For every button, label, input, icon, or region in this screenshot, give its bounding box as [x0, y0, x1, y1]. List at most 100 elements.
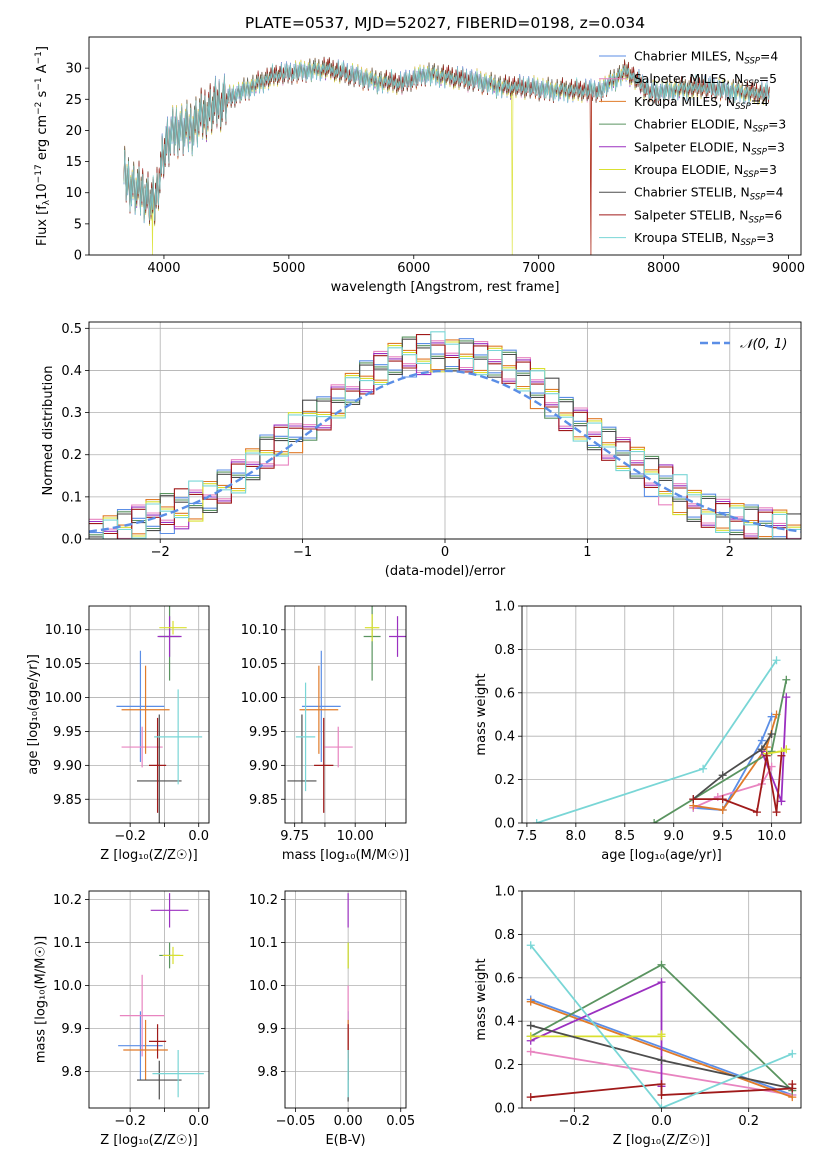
weight-marker-chabrier-elodie	[657, 960, 666, 969]
y-tick-label: 1.0	[494, 885, 515, 900]
age-vs-Z-frame	[88, 605, 210, 824]
age-vs-mass-points	[287, 606, 406, 823]
y-tick-label: 9.9	[61, 1022, 82, 1037]
weight-marker-salpeter-stelib	[718, 795, 727, 804]
residual-histograms	[89, 331, 801, 539]
y-tick-label: 10.1	[249, 936, 278, 951]
weight-marker-salpeter-stelib	[657, 1090, 666, 1099]
y-tick-label: 10.05	[45, 657, 82, 672]
y-tick-label: 10.0	[53, 979, 82, 994]
y-axis-label: age [log₁₀(age/yr)]	[26, 654, 41, 775]
weight-vs-age-frame	[521, 605, 802, 824]
x-tick-label: 9000	[772, 261, 805, 276]
x-axis-label: Z [log₁₀(Z/Z☉)]	[100, 848, 197, 863]
x-tick-label: −0.2	[559, 1114, 591, 1129]
weight-marker-kroupa-stelib	[532, 819, 541, 823]
y-tick-label: 10.2	[249, 893, 278, 908]
weight-vs-Z-frame	[521, 890, 802, 1109]
spectrum-series-salpeter-stelib	[123, 56, 770, 255]
weight-marker-kroupa-miles	[526, 997, 535, 1006]
y-tick-label: 15	[65, 155, 82, 170]
x-tick-label: 1	[583, 545, 591, 560]
x-axis-label: Z [log₁₀(Z/Z☉)]	[100, 1133, 197, 1148]
legend-sub: SSP	[751, 147, 767, 157]
y-axis-label: Normed distribution	[41, 366, 56, 496]
weight-marker-salpeter-stelib	[777, 751, 786, 760]
y-tick-label: 9.8	[61, 1065, 82, 1080]
x-tick-label: 0	[441, 545, 449, 560]
x-tick-label: −0.2	[114, 829, 146, 844]
spectrum-series-kroupa-elodie	[123, 59, 770, 255]
weight-marker-salpeter-stelib	[772, 808, 781, 817]
legend-sub: SSP	[743, 79, 759, 89]
weight-marker-chabrier-stelib	[526, 1021, 535, 1030]
x-tick-label: 6000	[397, 261, 430, 276]
x-tick-label: 2	[726, 545, 734, 560]
legend-entry-salpeter-stelib: Salpeter STELIB, NSSP=6	[634, 208, 782, 225]
weight-vs-Z-lines	[526, 941, 797, 1108]
x-tick-label: 8.0	[565, 829, 586, 844]
y-axis-label-part: Flux [f	[35, 205, 50, 246]
y-tick-label: 25	[65, 93, 82, 108]
x-tick-label: 0.0	[651, 1114, 672, 1129]
legend-entry-salpeter-elodie: Salpeter ELODIE, NSSP=3	[634, 140, 785, 157]
legend-entry-kroupa-stelib: Kroupa STELIB, NSSP=3	[634, 231, 774, 248]
y-tick-label: 10.00	[45, 691, 82, 706]
weight-marker-kroupa-stelib	[772, 656, 781, 665]
y-tick-label: 0	[74, 249, 82, 264]
weight-marker-salpeter-miles	[526, 1047, 535, 1056]
mass-vs-ebv-frame	[284, 890, 407, 1109]
y-tick-label: 0.4	[494, 1015, 515, 1030]
y-tick-label: 1.0	[494, 600, 515, 615]
y-axis-label-part: λ	[42, 199, 52, 205]
x-tick-label: −0.2	[114, 1114, 146, 1129]
weight-vs-age-lines	[532, 656, 791, 823]
y-tick-label: 10.2	[53, 893, 82, 908]
mass-vs-Z-axes: −0.2 0.0 9.8 9.9 10.0 10.1 10.2 Z [log₁₀(Z/Z☉)]…	[34, 891, 209, 1148]
x-axis-label: Z [log₁₀(Z/Z☉)]	[613, 1133, 710, 1148]
weight-series-kroupa-stelib	[529, 944, 793, 1108]
weight-marker-salpeter-stelib	[752, 808, 761, 817]
weight-marker-kroupa-elodie	[782, 745, 791, 754]
y-tick-label: 0.4	[61, 364, 82, 379]
weight-series-salpeter-miles	[692, 766, 773, 809]
weight-marker-salpeter-elodie	[657, 978, 666, 987]
y-axis-label-part: −17	[34, 164, 44, 183]
x-tick-label: −1	[293, 545, 312, 560]
legend-entry-kroupa-elodie: Kroupa ELODIE, NSSP=3	[634, 163, 777, 180]
spectrum-series-kroupa-stelib	[123, 59, 770, 224]
x-tick-label: 0.0	[188, 1114, 209, 1129]
x-tick-label: 5000	[272, 261, 305, 276]
legend-label: Chabrier STELIB, N	[634, 186, 750, 200]
age-vs-Z-axes: −0.2 0.0 9.85 9.90 9.95 10.00 10.05 10.10 Z [log…	[26, 606, 209, 863]
y-tick-label: 10.10	[45, 623, 82, 638]
weight-marker-kroupa-elodie	[657, 1030, 666, 1039]
y-tick-label: 9.95	[53, 725, 82, 740]
weight-marker-kroupa-miles	[718, 805, 727, 814]
weight-series-chabrier-stelib	[692, 733, 773, 800]
y-axis-label-part: ]	[35, 46, 50, 51]
x-tick-label: 0.00	[334, 1114, 363, 1129]
y-tick-label: 0.2	[494, 773, 515, 788]
x-tick-label: 8000	[647, 261, 680, 276]
weight-marker-salpeter-elodie	[777, 797, 786, 806]
legend-sub: SSP	[749, 215, 765, 225]
y-tick-label: 0.6	[494, 971, 515, 986]
histogram-salpeter-stelib	[89, 334, 801, 539]
y-tick-label: 0.0	[494, 817, 515, 832]
x-tick-label: 7000	[522, 261, 555, 276]
y-tick-label: 10.0	[249, 979, 278, 994]
spectrum-lines	[123, 56, 770, 255]
x-tick-label: −2	[151, 545, 170, 560]
weight-marker-kroupa-stelib	[657, 1104, 666, 1108]
mass-vs-ebv-axes: −0.05 0.00 0.05 9.8 9.9 10.0 10.1 10.2 E(B-V)	[249, 891, 415, 1148]
y-axis-label: Flux [fλ10−17 erg cm−2 s−1 A−1]	[34, 46, 52, 246]
x-tick-label: −0.05	[276, 1114, 316, 1129]
y-tick-label: 5	[74, 217, 82, 232]
y-axis-label-part: 10	[35, 183, 50, 200]
legend-sub: SSP	[735, 102, 751, 112]
y-tick-label: 0.0	[61, 533, 82, 548]
legend-value: =3	[767, 140, 785, 154]
x-tick-label: 10.00	[337, 829, 374, 844]
